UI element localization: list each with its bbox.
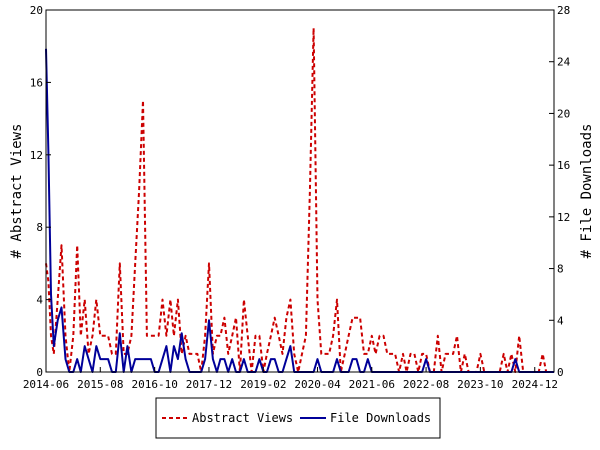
x-tick-label-8: 2023-10 xyxy=(457,378,503,391)
x-tick-label-4: 2019-02 xyxy=(240,378,286,391)
y-left-tick-label-0: 0 xyxy=(36,366,43,379)
y-left-tick-label-4: 16 xyxy=(30,76,43,89)
y-left-tick-label-2: 8 xyxy=(36,221,43,234)
x-tick-label-9: 2024-12 xyxy=(512,378,558,391)
x-tick-label-2: 2016-10 xyxy=(132,378,178,391)
y-right-tick-label-6: 24 xyxy=(557,56,571,69)
y-right-tick-label-0: 0 xyxy=(557,366,564,379)
x-tick-label-6: 2021-06 xyxy=(349,378,395,391)
legend-label-file-downloads: File Downloads xyxy=(330,411,431,425)
y-right-tick-label-4: 16 xyxy=(557,159,570,172)
y-left-tick-label-5: 20 xyxy=(30,4,43,17)
x-tick-label-5: 2020-04 xyxy=(294,378,341,391)
y-axis-right-title: # File Downloads xyxy=(579,124,595,259)
y-right-tick-label-1: 4 xyxy=(557,314,564,327)
x-tick-label-3: 2017-12 xyxy=(186,378,232,391)
y-left-tick-label-3: 12 xyxy=(30,149,43,162)
ticks-layer: 0 4 8 12 16 20 0 4 8 12 16 20 24 28 2014-06 2015-08 2016… xyxy=(23,4,571,391)
y-axis-left-title: # Abstract Views xyxy=(9,124,25,259)
y-left-tick-label-1: 4 xyxy=(36,294,43,307)
y-right-tick-label-7: 28 xyxy=(557,4,570,17)
y-right-tick-label-2: 8 xyxy=(557,263,564,276)
x-tick-label-7: 2022-08 xyxy=(403,378,449,391)
legend-label-abstract-views: Abstract Views xyxy=(192,411,293,425)
y-right-tick-label-5: 20 xyxy=(557,107,570,120)
legend: Abstract Views File Downloads xyxy=(155,397,441,439)
x-tick-label-0: 2014-06 xyxy=(23,378,69,391)
plot-frame xyxy=(45,9,555,373)
y-right-tick-label-3: 12 xyxy=(557,211,570,224)
legend-box xyxy=(155,397,441,439)
x-tick-label-1: 2015-08 xyxy=(77,378,123,391)
